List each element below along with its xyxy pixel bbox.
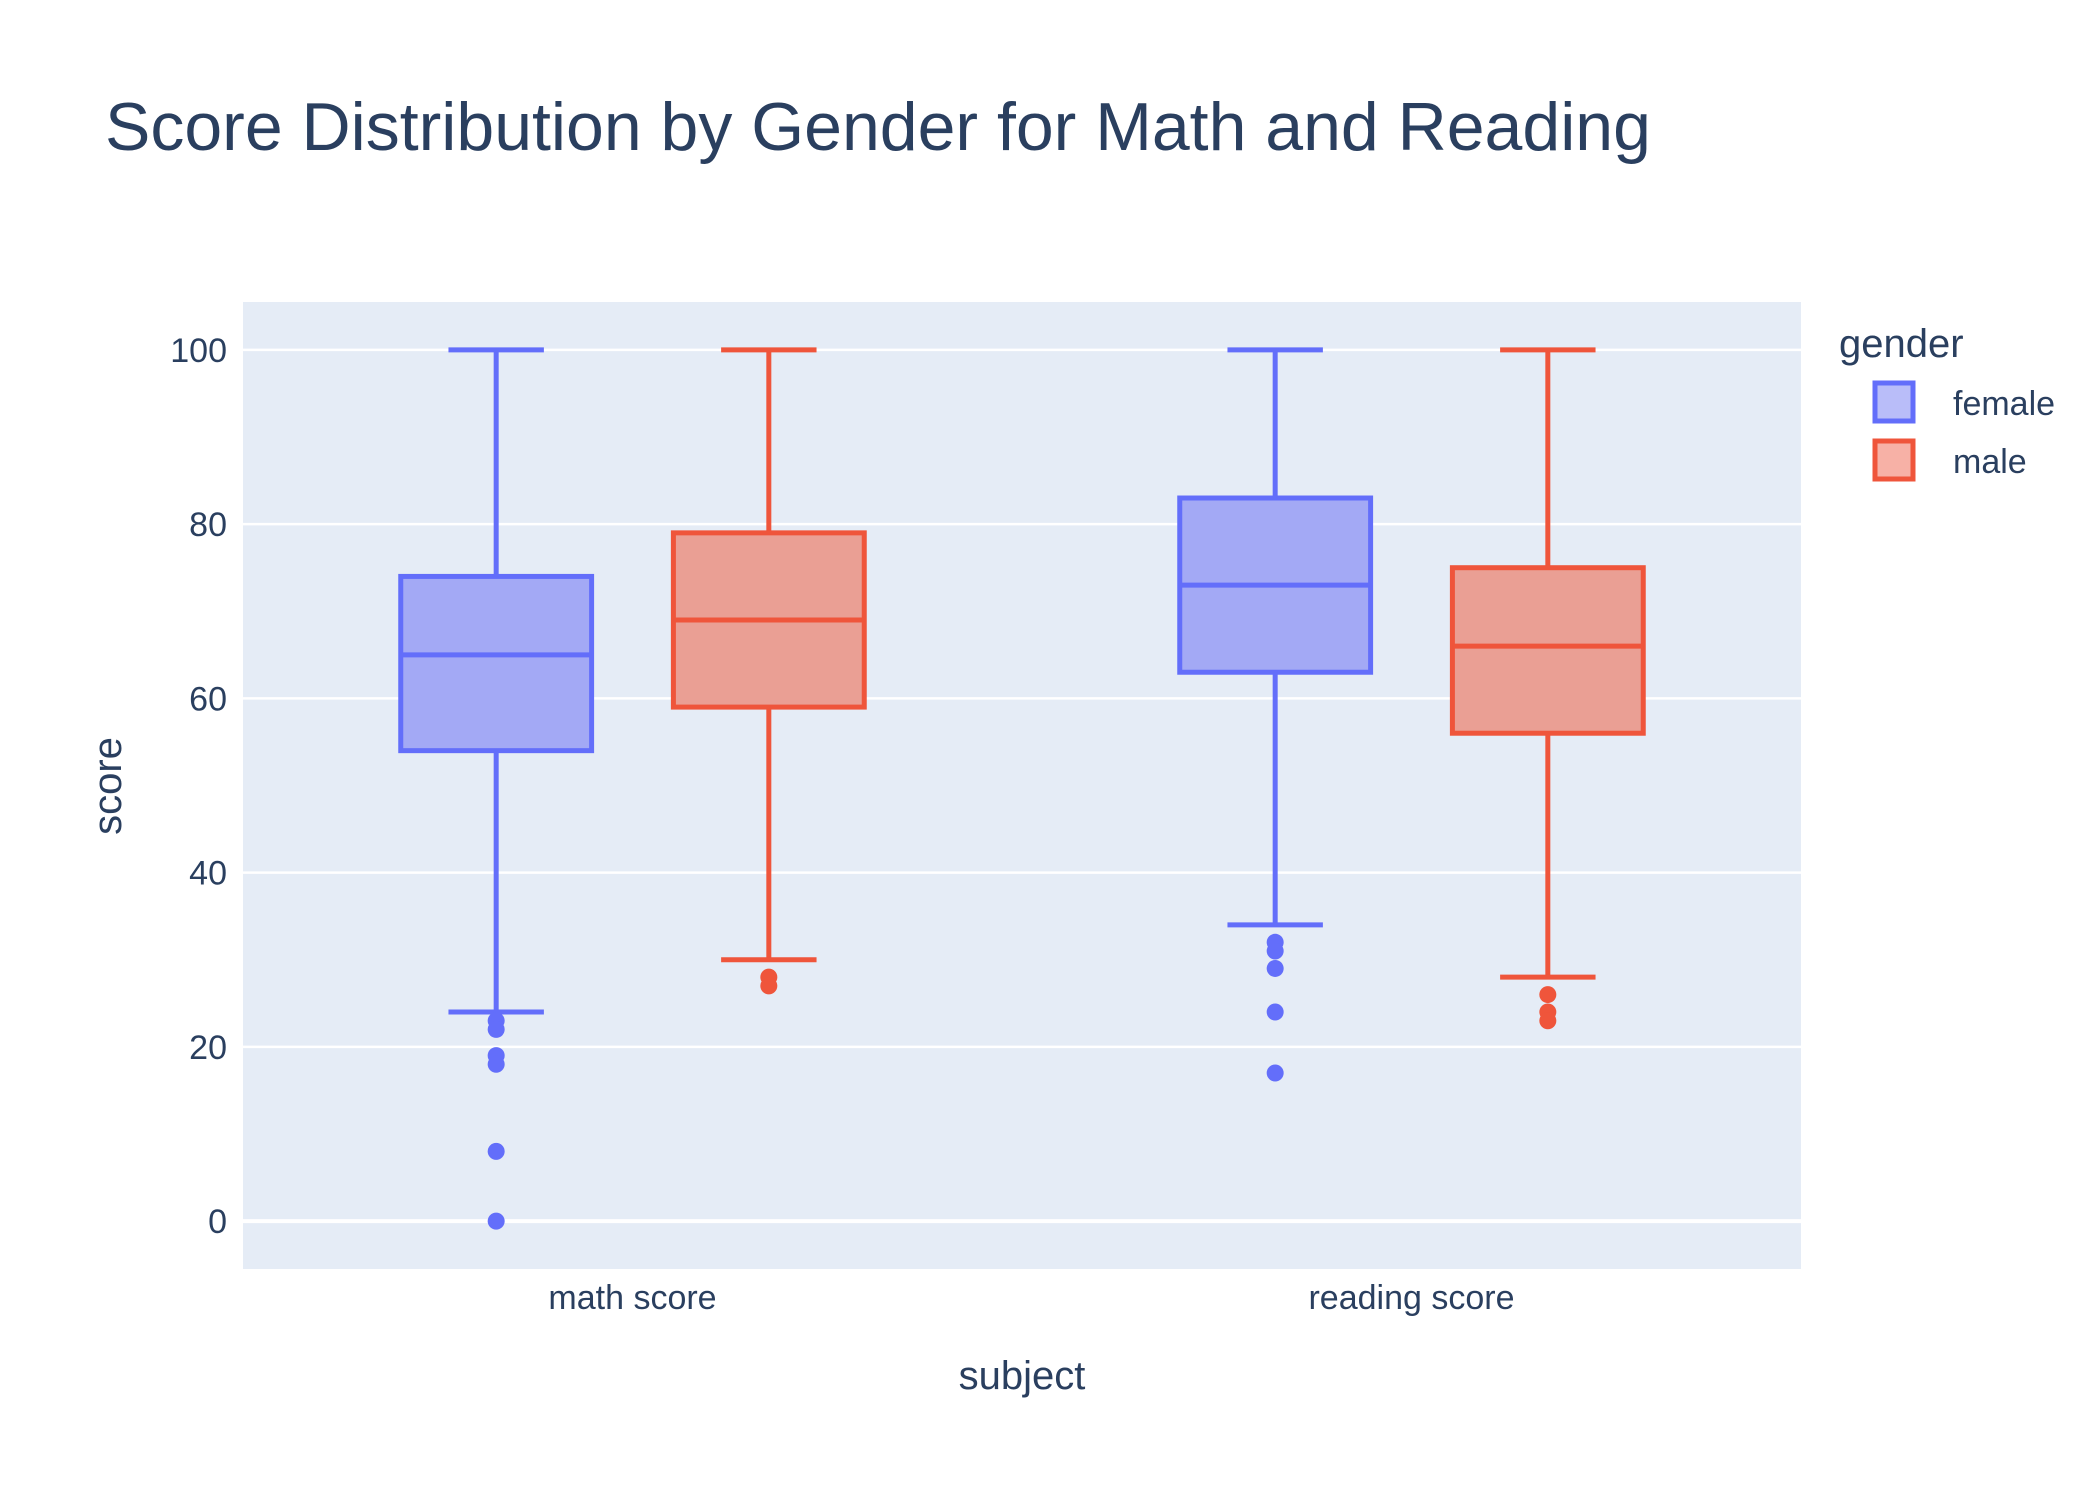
y-tick-label-20: 20 xyxy=(189,1029,227,1067)
outlier-point-male-reading-score-0 xyxy=(1539,986,1557,1004)
outlier-point-male-reading-score-2 xyxy=(1539,1012,1557,1030)
outlier-point-female-math-score-1 xyxy=(487,1020,505,1038)
box-female-math-score xyxy=(398,347,595,1230)
box-female-reading-score xyxy=(1177,347,1374,1082)
outlier-point-female-reading-score-3 xyxy=(1266,1003,1284,1021)
x-tick-label-reading-score: reading score xyxy=(1308,1279,1514,1317)
legend-item-male[interactable]: male xyxy=(1872,438,2027,482)
iqr-box-female-math-score xyxy=(398,573,595,754)
outlier-point-male-math-score-1 xyxy=(760,977,778,995)
legend-item-female[interactable]: female xyxy=(1872,380,2055,424)
chart-title: Score Distribution by Gender for Math an… xyxy=(105,89,1651,165)
outlier-point-female-math-score-4 xyxy=(487,1142,505,1160)
legend-label-female: female xyxy=(1953,385,2055,423)
box-male-reading-score xyxy=(1449,347,1646,1030)
y-tick-label-60: 60 xyxy=(189,680,227,718)
box-male-math-score xyxy=(670,347,867,995)
y-axis-title: score xyxy=(86,737,130,835)
box-traces xyxy=(398,347,1646,1230)
outlier-point-female-reading-score-1 xyxy=(1266,942,1284,960)
x-tick-label-math-score: math score xyxy=(548,1279,716,1317)
outlier-point-female-reading-score-2 xyxy=(1266,959,1284,977)
x-axis-ticks: math score reading score xyxy=(548,1279,1514,1317)
y-tick-label-40: 40 xyxy=(189,855,227,893)
y-axis-ticks: 0 20 40 60 80 100 xyxy=(170,332,227,1241)
outlier-point-female-math-score-5 xyxy=(487,1212,505,1230)
y-tick-label-80: 80 xyxy=(189,506,227,544)
legend-swatch-female xyxy=(1872,380,1916,424)
x-axis-title: subject xyxy=(959,1354,1086,1398)
legend-swatch-male xyxy=(1872,438,1916,482)
iqr-box-male-reading-score xyxy=(1449,565,1646,736)
outlier-point-female-math-score-3 xyxy=(487,1055,505,1073)
plot-area xyxy=(243,302,1801,1269)
y-tick-label-0: 0 xyxy=(208,1203,227,1241)
legend-label-male: male xyxy=(1953,443,2027,481)
y-tick-label-100: 100 xyxy=(170,332,227,370)
legend[interactable]: gender female male xyxy=(1839,322,2055,482)
legend-title: gender xyxy=(1839,322,1964,366)
outlier-point-female-reading-score-4 xyxy=(1266,1064,1284,1082)
